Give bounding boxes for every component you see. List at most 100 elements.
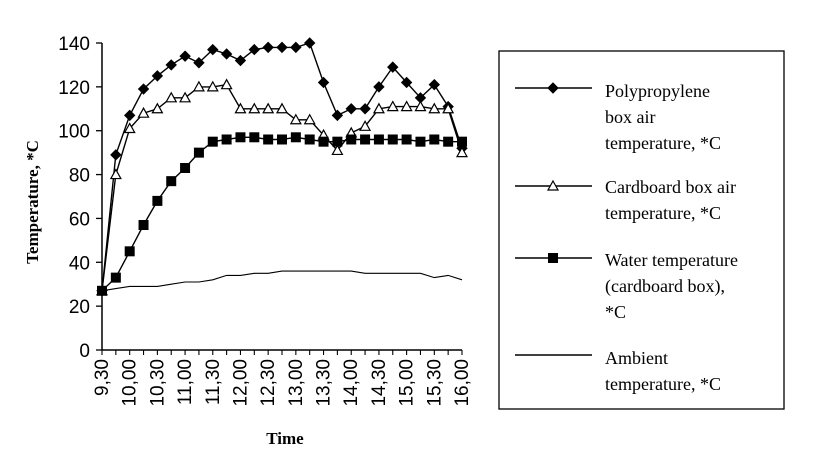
x-tick-label: 14,00	[341, 359, 362, 407]
x-tick-label: 10,30	[147, 359, 168, 407]
data-point-diamond-marker	[220, 48, 233, 60]
data-point-diamond-marker	[290, 41, 302, 54]
data-point-square-marker	[415, 136, 426, 147]
data-point-triangle-marker	[206, 80, 219, 92]
data-point-square-marker	[332, 136, 343, 147]
data-point-square-marker	[138, 220, 149, 231]
x-tick-label: 12,00	[230, 359, 251, 407]
data-point-triangle-marker	[303, 113, 316, 125]
data-point-diamond-marker	[207, 43, 219, 56]
axes: 0 20 40 60 80 100 120 140 9,30 10,00 10,30 11,00 11,…	[58, 34, 473, 407]
data-point-square-marker	[290, 132, 301, 143]
data-point-triangle-marker	[386, 100, 399, 112]
data-point-square-marker	[110, 272, 121, 283]
data-point-triangle-marker	[109, 168, 122, 180]
data-point-diamond-marker	[428, 78, 441, 91]
data-point-square-marker	[373, 134, 384, 145]
data-point-diamond-marker	[359, 103, 371, 115]
legend-entry-water: Water temperature (cardboard box), *C	[515, 250, 738, 322]
x-tick-label: 16,00	[452, 359, 473, 407]
data-point-diamond-marker	[262, 41, 274, 54]
data-point-square-marker	[263, 134, 274, 145]
data-point-diamond-marker	[193, 57, 205, 69]
plot-area	[95, 37, 469, 297]
data-point-triangle-marker	[289, 113, 302, 125]
legend-label: (cardboard box),	[605, 276, 725, 297]
data-point-square-marker	[346, 134, 357, 145]
legend-label: box air	[605, 107, 655, 127]
x-tick-label: 14,30	[369, 359, 390, 407]
y-tick-label: 120	[58, 78, 90, 99]
data-point-square-marker	[443, 136, 454, 147]
x-tick-label: 11,30	[203, 359, 224, 405]
legend-box	[498, 50, 785, 410]
data-point-square-marker	[387, 134, 398, 145]
x-tick-label: 10,00	[120, 359, 141, 407]
data-point-triangle-marker	[165, 91, 178, 103]
x-tick-label: 13,30	[314, 359, 335, 407]
legend-label: Cardboard box air	[605, 177, 736, 197]
data-point-diamond-marker	[151, 70, 164, 82]
data-point-triangle-marker	[179, 91, 192, 103]
y-tick-label: 80	[69, 166, 90, 187]
legend-diamond-marker	[547, 82, 559, 94]
x-tick-label: 15,30	[424, 359, 445, 407]
data-point-triangle-marker	[137, 106, 150, 118]
data-point-square-marker	[457, 136, 467, 147]
data-point-square-marker	[318, 136, 329, 147]
data-point-triangle-marker	[359, 120, 372, 131]
y-axis-title: Temperature, *C	[23, 140, 42, 264]
data-point-triangle-marker	[331, 144, 344, 156]
data-point-diamond-marker	[123, 109, 136, 122]
x-tick-label: 13,00	[286, 359, 307, 407]
legend-square-marker	[548, 253, 558, 263]
data-point-square-marker	[221, 134, 232, 145]
data-point-square-marker	[152, 195, 163, 206]
data-point-diamond-marker	[331, 109, 344, 122]
series-line-cardboard	[101, 83, 463, 291]
data-point-triangle-marker	[192, 80, 205, 92]
data-point-square-marker	[193, 147, 204, 158]
data-point-square-marker	[124, 246, 135, 257]
y-tick-label: 0	[79, 341, 90, 362]
series-cardboard	[95, 78, 469, 296]
y-tick-label: 60	[69, 209, 90, 230]
data-point-triangle-marker	[428, 102, 441, 114]
data-point-square-marker	[429, 134, 440, 145]
legend-label: temperature, *C	[605, 374, 721, 394]
data-point-diamond-marker	[234, 54, 247, 67]
y-tick-label: 140	[58, 34, 90, 55]
data-point-triangle-marker	[248, 102, 261, 114]
data-point-triangle-marker	[455, 146, 469, 158]
y-tick-label: 20	[69, 297, 90, 318]
legend-triangle-marker	[546, 179, 560, 191]
data-point-square-marker	[166, 176, 177, 187]
series-ambient	[101, 270, 463, 292]
x-tick-label: 9,30	[92, 359, 113, 396]
legend-label: Water temperature	[605, 250, 738, 270]
data-point-diamond-marker	[387, 61, 399, 73]
data-point-square-marker	[304, 134, 315, 145]
legend-label: *C	[605, 302, 626, 322]
legend-label: temperature, *C	[605, 133, 721, 153]
data-point-diamond-marker	[345, 103, 357, 115]
y-tick-label: 100	[58, 122, 90, 143]
data-point-triangle-marker	[275, 102, 289, 114]
data-point-diamond-marker	[110, 149, 122, 161]
data-point-diamond-marker	[303, 37, 316, 49]
data-point-square-marker	[235, 132, 246, 143]
x-tick-label: 11,00	[175, 359, 196, 405]
data-point-square-marker	[401, 134, 412, 145]
data-point-triangle-marker	[442, 102, 455, 114]
series-polypropylene	[96, 37, 468, 297]
data-point-triangle-marker	[220, 78, 233, 90]
x-tick-label: 12,30	[258, 359, 279, 407]
data-point-triangle-marker	[262, 102, 275, 114]
data-point-triangle-marker	[151, 102, 164, 114]
series-line-ambient	[101, 270, 463, 292]
data-point-square-marker	[360, 134, 371, 145]
data-point-diamond-marker	[400, 76, 413, 89]
